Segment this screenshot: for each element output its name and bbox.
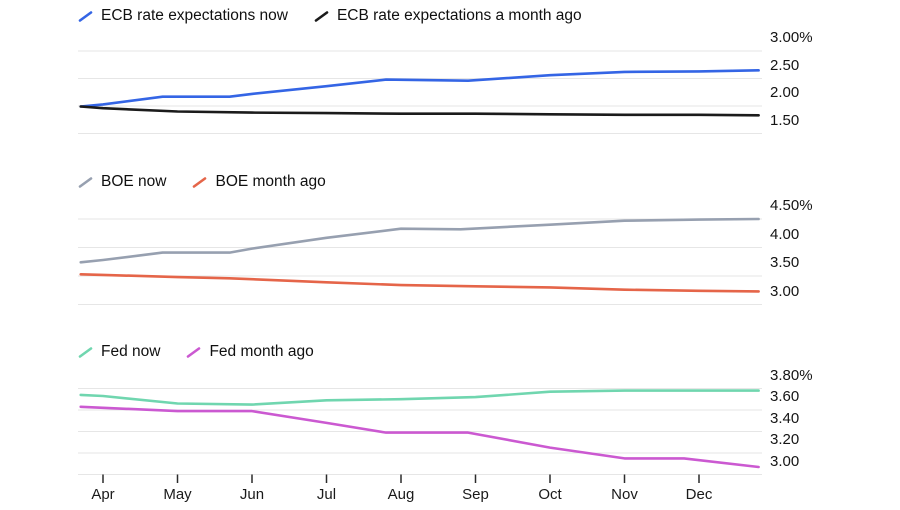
x-axis-label-dec: Dec bbox=[685, 486, 713, 503]
boe-y-tick-3.00: 3.00 bbox=[770, 282, 800, 300]
boe-now-line-icon bbox=[78, 176, 93, 188]
boe-legend: BOE now BOE month ago bbox=[78, 172, 326, 192]
fed-now-legend-entry: Fed now bbox=[78, 343, 160, 361]
fed-y-tick-3.00: 3.00 bbox=[770, 452, 800, 470]
x-axis-label-jul: Jul bbox=[316, 486, 337, 503]
fed-legend: Fed now Fed month ago bbox=[78, 342, 314, 362]
boe-month-ago-legend-label: BOE month ago bbox=[215, 173, 326, 190]
ecb-now-legend-label: ECB rate expectations now bbox=[101, 7, 288, 24]
fed-y-tick-3.80: 3.80% bbox=[770, 366, 813, 384]
x-axis-label-sep: Sep bbox=[462, 486, 489, 503]
ecb-series-line-0 bbox=[79, 69, 760, 108]
fed-month-ago-legend-label: Fed month ago bbox=[209, 343, 314, 360]
fed-now-line-icon bbox=[78, 346, 93, 358]
ecb-y-tick-3.00: 3.00% bbox=[770, 29, 813, 46]
ecb-now-legend-entry: ECB rate expectations now bbox=[78, 7, 288, 25]
ecb-now-line-icon-stroke bbox=[78, 10, 93, 22]
ecb-month-ago-legend-entry: ECB rate expectations a month ago bbox=[314, 7, 582, 25]
x-axis-label-apr: Apr bbox=[91, 486, 115, 503]
ecb-month-ago-legend-label: ECB rate expectations a month ago bbox=[336, 7, 582, 24]
fed-now-line-icon-stroke bbox=[78, 346, 93, 358]
ecb-y-tick-2.50: 2.50 bbox=[770, 56, 800, 74]
boe-y-tick-4.50: 4.50% bbox=[770, 197, 813, 214]
ecb-y-tick-1.50: 1.50 bbox=[770, 111, 800, 129]
x-axis-label-jun: Jun bbox=[239, 486, 265, 503]
boe-now-legend-entry: BOE now bbox=[78, 173, 166, 191]
boe-now-line-icon-stroke bbox=[78, 176, 93, 188]
fed-now-legend-label: Fed now bbox=[101, 343, 161, 360]
ecb-y-tick-2.00: 2.00 bbox=[770, 84, 800, 101]
ecb-month-ago-line-icon-stroke bbox=[314, 10, 329, 22]
boe-month-ago-line-icon bbox=[193, 176, 207, 188]
ecb-legend: ECB rate expectations now ECB rate expec… bbox=[78, 6, 582, 26]
boe-y-tick-4.00: 4.00 bbox=[770, 225, 800, 243]
ecb-series-line-1 bbox=[79, 105, 760, 117]
x-axis-label-nov: Nov bbox=[611, 486, 638, 503]
fed-month-ago-line-icon bbox=[187, 346, 201, 358]
fed-month-ago-line-icon-stroke bbox=[187, 346, 201, 358]
boe-month-ago-legend-entry: BOE month ago bbox=[192, 173, 326, 191]
fed-month-ago-legend-entry: Fed month ago bbox=[186, 343, 314, 361]
boe-now-legend-label: BOE now bbox=[101, 173, 167, 190]
fed-series-line-1 bbox=[79, 405, 760, 469]
ecb-now-line-icon bbox=[78, 10, 93, 22]
boe-y-tick-3.50: 3.50 bbox=[770, 254, 800, 271]
boe-series-line-1 bbox=[79, 273, 760, 293]
fed-y-tick-3.20: 3.20 bbox=[770, 431, 800, 448]
fed-y-tick-3.60: 3.60 bbox=[770, 388, 800, 405]
ecb-month-ago-line-icon bbox=[314, 10, 329, 22]
boe-series-line-0 bbox=[79, 217, 760, 264]
x-axis-label-may: May bbox=[163, 486, 192, 503]
fed-series-line-0 bbox=[79, 389, 760, 406]
fed-y-tick-3.40: 3.40 bbox=[770, 409, 800, 427]
x-axis-label-aug: Aug bbox=[387, 486, 415, 503]
boe-month-ago-line-icon-stroke bbox=[193, 176, 207, 188]
x-axis-label-oct: Oct bbox=[538, 486, 562, 503]
